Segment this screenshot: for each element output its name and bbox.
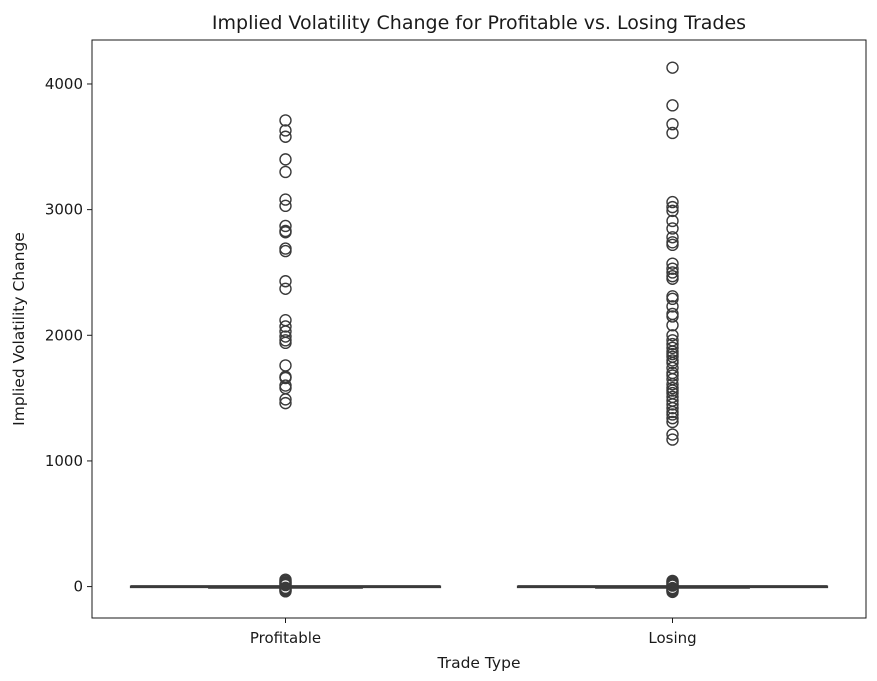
outlier-point bbox=[279, 193, 292, 206]
outlier-point bbox=[666, 329, 679, 342]
outlier-point bbox=[279, 393, 292, 406]
outlier-point bbox=[279, 165, 292, 179]
outlier-point bbox=[666, 415, 679, 429]
outlier-point bbox=[666, 401, 679, 415]
plot-area-frame bbox=[91, 39, 867, 619]
outlier-point bbox=[666, 412, 679, 425]
y-tick-label: 3000 bbox=[45, 201, 83, 219]
outlier-point bbox=[279, 320, 292, 333]
outlier-point bbox=[666, 231, 679, 244]
outlier-point bbox=[666, 117, 679, 131]
outlier-point bbox=[666, 307, 679, 321]
outlier-point bbox=[279, 396, 292, 410]
outlier-point bbox=[666, 257, 679, 270]
outlier-point bbox=[279, 124, 292, 137]
outlier-point bbox=[279, 153, 292, 166]
outliers-losing bbox=[666, 61, 679, 599]
outlier-point bbox=[666, 398, 679, 411]
outlier-point bbox=[279, 114, 292, 127]
outlier-points bbox=[279, 61, 679, 599]
outlier-point bbox=[666, 290, 679, 303]
outlier-point bbox=[666, 428, 679, 441]
outlier-point bbox=[279, 314, 292, 327]
outlier-point bbox=[279, 282, 292, 295]
outlier-point bbox=[666, 200, 679, 214]
outlier-point bbox=[666, 266, 679, 279]
outlier-point bbox=[666, 272, 679, 285]
y-tick-label: 4000 bbox=[45, 75, 83, 93]
outlier-point bbox=[666, 61, 679, 74]
outlier-point bbox=[666, 262, 679, 275]
outlier-point bbox=[666, 378, 679, 391]
outlier-point bbox=[666, 310, 679, 323]
outlier-point bbox=[666, 585, 679, 599]
chart-title: Implied Volatility Change for Profitable… bbox=[212, 12, 746, 34]
y-tick-label: 2000 bbox=[45, 326, 83, 344]
x-tick-label: Profitable bbox=[250, 629, 321, 647]
outlier-point bbox=[666, 356, 679, 370]
outlier-point bbox=[666, 222, 679, 235]
outlier-point bbox=[666, 433, 679, 446]
outlier-point bbox=[666, 369, 679, 382]
outlier-point bbox=[666, 126, 679, 140]
outlier-point bbox=[666, 384, 679, 397]
outlier-point bbox=[279, 330, 292, 343]
outlier-point bbox=[666, 408, 679, 421]
y-tick-label: 1000 bbox=[45, 452, 83, 470]
x-axis: Profitable Losing bbox=[250, 618, 697, 647]
outlier-point bbox=[666, 238, 679, 252]
outlier-point bbox=[666, 341, 679, 355]
outliers-profitable bbox=[279, 114, 292, 598]
outlier-point bbox=[279, 219, 292, 233]
outlier-point bbox=[279, 242, 292, 255]
x-tick-label: Losing bbox=[648, 629, 696, 647]
outlier-point bbox=[279, 226, 292, 239]
outlier-point bbox=[279, 199, 292, 213]
outlier-point bbox=[279, 275, 292, 288]
outlier-point bbox=[279, 371, 292, 385]
outlier-point bbox=[279, 359, 292, 372]
outlier-point bbox=[666, 337, 679, 351]
box-series bbox=[129, 585, 829, 589]
outlier-point bbox=[279, 336, 292, 350]
outlier-point bbox=[666, 99, 679, 112]
outlier-point bbox=[666, 319, 679, 332]
outlier-point bbox=[666, 195, 679, 209]
outlier-point bbox=[666, 300, 679, 313]
x-axis-title: Trade Type bbox=[437, 654, 521, 672]
outlier-point bbox=[279, 244, 292, 258]
outlier-point bbox=[279, 585, 292, 598]
y-axis-title: Implied Volatility Change bbox=[10, 232, 28, 426]
y-axis: 0 1000 2000 3000 4000 bbox=[45, 75, 92, 596]
outlier-point bbox=[666, 204, 679, 218]
outlier-point bbox=[279, 130, 292, 143]
outlier-point bbox=[666, 292, 679, 306]
outlier-point bbox=[279, 381, 292, 395]
y-tick-label: 0 bbox=[73, 578, 83, 596]
outlier-point bbox=[666, 214, 679, 228]
